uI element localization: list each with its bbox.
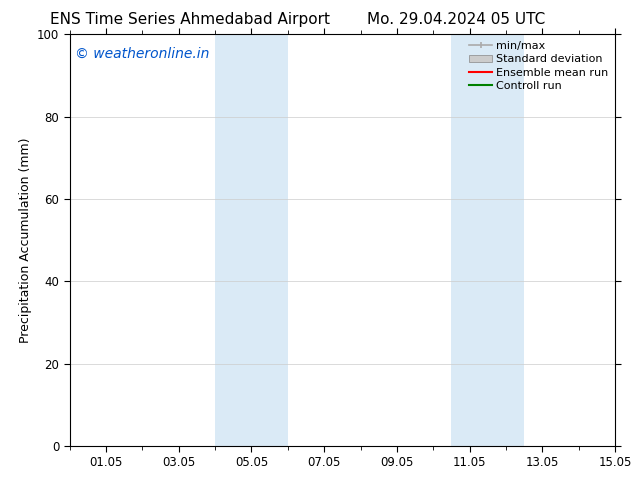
Text: Mo. 29.04.2024 05 UTC: Mo. 29.04.2024 05 UTC (367, 12, 546, 27)
Legend: min/max, Standard deviation, Ensemble mean run, Controll run: min/max, Standard deviation, Ensemble me… (465, 37, 612, 96)
Y-axis label: Precipitation Accumulation (mm): Precipitation Accumulation (mm) (18, 137, 32, 343)
Bar (451, 34, 524, 446)
Bar (215, 34, 288, 446)
Text: © weatheronline.in: © weatheronline.in (75, 47, 210, 61)
Text: ENS Time Series Ahmedabad Airport: ENS Time Series Ahmedabad Airport (50, 12, 330, 27)
